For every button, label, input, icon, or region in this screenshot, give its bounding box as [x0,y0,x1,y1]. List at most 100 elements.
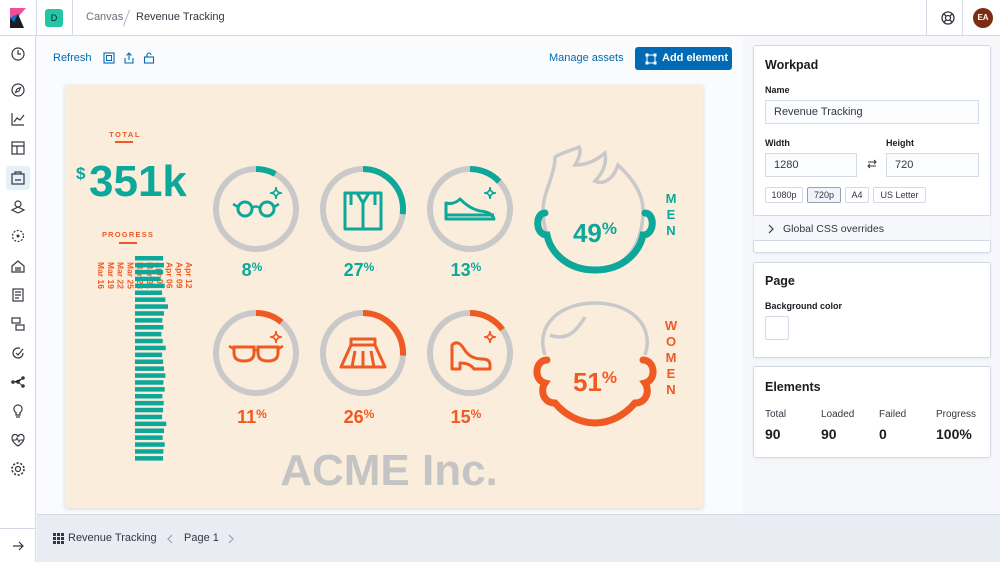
preset-720p-button[interactable]: 720p [807,187,841,203]
discover-icon[interactable] [10,82,26,98]
manage-assets-button[interactable]: Manage assets [549,52,624,64]
gender-label-letter: O [666,334,676,349]
fullscreen-icon[interactable] [103,52,115,64]
men-item: 8% [213,166,299,280]
sunglasses-icon [228,330,284,363]
progress-bar [135,456,164,461]
progress-bar [135,394,163,399]
men-item: 13% [427,166,513,280]
footer-page-label[interactable]: Page 1 [184,532,219,544]
maps-icon[interactable] [10,198,26,214]
total-currency: $ [76,164,86,183]
header-divider [926,0,927,36]
previous-page-icon[interactable] [166,534,174,544]
progress-date-label: Apr 09 [174,262,184,289]
women-percent-value: 51 [573,367,602,397]
page-panel-title: Page [765,274,795,288]
elements-panel-title: Elements [765,380,821,394]
share-icon[interactable] [123,52,135,64]
progress-bar [135,435,163,440]
progress-bar [135,442,165,447]
product-percent: 26% [344,407,375,427]
gender-label-letter: E [667,366,676,381]
women-product-row: 11% 26% 15% [213,310,513,427]
global-css-overrides-toggle[interactable]: Global CSS overrides [753,215,991,241]
help-icon[interactable] [939,9,957,27]
footer-workpad-name[interactable]: Revenue Tracking [68,532,157,544]
canvas-icon[interactable] [10,170,26,186]
progress-bar [135,387,165,392]
user-avatar[interactable]: EA [973,8,993,28]
progress-bar [135,297,166,302]
kibana-logo-icon[interactable] [10,8,26,28]
height-label: Height [886,138,914,148]
gender-label-letter: M [666,191,677,206]
uptime-icon[interactable] [10,345,26,361]
progress-bar [135,414,163,420]
gender-label-letter: N [666,382,675,397]
progress-bar [135,400,164,406]
preset-us-letter-button[interactable]: US Letter [873,187,926,203]
product-percent: 8% [242,260,263,280]
swap-dimensions-icon[interactable] [866,158,878,170]
ring-progress [320,310,406,396]
visualize-icon[interactable] [10,111,26,127]
women-percent-sign: % [602,368,617,387]
workpad-page[interactable]: TOTAL $ 351k PROGRESS Mar 16 Mar 19 Mar 22… [65,85,703,508]
recent-icon[interactable] [10,46,26,62]
product-percent: 27% [344,260,375,280]
progress-bar [135,283,165,289]
graph-icon[interactable] [10,374,26,390]
women-item: 11% [213,310,299,427]
ring-progress [320,166,406,252]
workpad-panel-title: Workpad [765,58,819,72]
space-avatar[interactable]: D [45,9,63,27]
ml-icon[interactable] [10,228,26,244]
progress-date-label: Mar 22 [116,262,126,289]
product-percent: 15% [451,407,482,427]
add-element-button[interactable]: Add element [635,47,732,70]
lock-icon[interactable] [143,52,155,64]
width-input[interactable]: 1280 [765,153,857,177]
apm-icon[interactable] [10,316,26,332]
skirt-icon [339,337,387,369]
stat-loaded-label: Loaded [821,409,855,420]
name-input[interactable]: Revenue Tracking [765,100,979,124]
grid-icon[interactable] [53,533,64,544]
progress-bar [135,311,164,316]
stat-failed-label: Failed [879,409,907,420]
progress-bar [135,269,164,275]
background-color-swatch[interactable] [765,316,789,340]
gender-label-letter: M [666,350,677,365]
next-page-icon[interactable] [227,534,235,544]
product-percent: 13% [451,260,482,280]
stat-failed-value: 0 [879,426,887,442]
breadcrumb-canvas[interactable]: Canvas [86,11,124,23]
progress-bar [135,373,166,378]
dashboard-icon[interactable] [10,140,26,156]
monitoring-icon[interactable] [10,432,26,448]
women-face-graphic [533,301,657,427]
preset-a4-button[interactable]: A4 [845,187,869,203]
men-label: MEN [666,191,677,238]
header-divider [36,0,37,36]
progress-bar [135,331,162,337]
logs-icon[interactable] [10,287,26,303]
management-icon[interactable] [10,461,26,477]
infrastructure-icon[interactable] [10,258,26,274]
preset-1080p-button[interactable]: 1080p [765,187,803,203]
progress-date-label: Mar 25 [125,262,135,289]
nav-active-indicator [6,166,30,190]
heel-icon [450,330,497,371]
men-item: 27% [320,166,406,280]
shirt-icon [343,191,383,231]
progress-bar [135,449,164,454]
dev-tools-icon[interactable] [10,403,26,419]
progress-date-label: Mar 16 [96,262,106,289]
refresh-button[interactable]: Refresh [53,52,92,64]
infographic: TOTAL $ 351k PROGRESS Mar 16 Mar 19 Mar 22… [76,130,678,495]
expand-nav-icon[interactable] [10,538,26,554]
progress-bar [135,325,164,330]
progress-bar [135,380,164,385]
height-input[interactable]: 720 [886,153,979,177]
